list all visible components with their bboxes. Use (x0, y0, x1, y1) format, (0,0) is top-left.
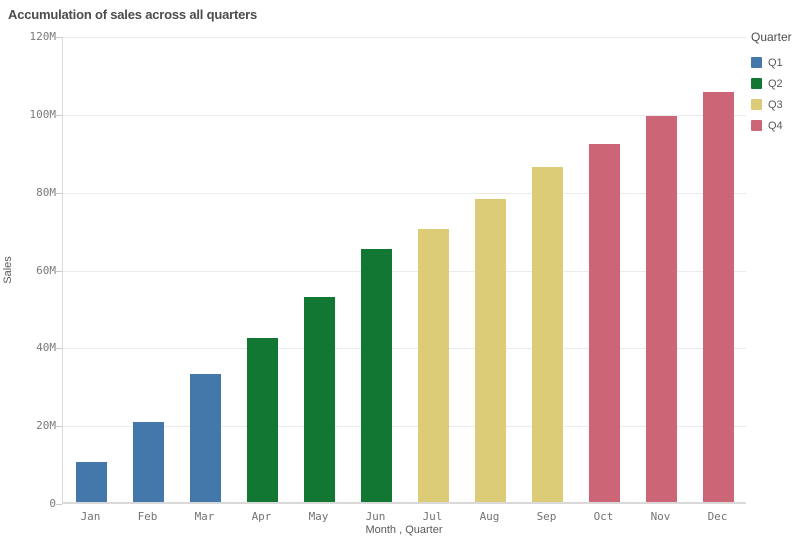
legend-title: Quarter (751, 30, 792, 44)
bar-apr[interactable] (247, 338, 278, 502)
bar-jun[interactable] (361, 248, 392, 502)
y-tick-mark (56, 114, 62, 116)
x-tick-label-jan: Jan (80, 510, 101, 523)
y-tick-mark (56, 348, 62, 350)
legend-item-q4[interactable]: Q4 (751, 115, 801, 136)
y-tick-label: 60M (36, 263, 56, 277)
bar-may[interactable] (304, 296, 335, 502)
x-tick-label-apr: Apr (251, 510, 272, 523)
bar-oct[interactable] (589, 144, 620, 502)
x-tick-label-aug: Aug (479, 510, 500, 523)
gridline-40M (63, 348, 746, 350)
legend-label: Q1 (768, 56, 783, 69)
chart-title: Accumulation of sales across all quarter… (8, 7, 258, 22)
legend-item-q3[interactable]: Q3 (751, 94, 801, 115)
y-tick-mark (56, 504, 62, 505)
bar-jul[interactable] (418, 228, 449, 502)
legend-label: Q4 (768, 119, 783, 132)
y-tick-label: 0 (49, 497, 56, 510)
bar-aug[interactable] (475, 198, 506, 502)
bar-nov[interactable] (646, 115, 677, 502)
x-tick-label-nov: Nov (650, 510, 671, 523)
legend-swatch-icon (751, 57, 762, 68)
legend-swatch-icon (751, 99, 762, 110)
x-tick-label-dec: Dec (707, 510, 728, 523)
x-axis-title: Month , Quarter (365, 524, 443, 536)
legend-swatch-icon (751, 78, 762, 89)
x-tick-label-jul: Jul (422, 510, 443, 523)
x-tick-label-jun: Jun (365, 510, 386, 523)
legend-items: Q1 Q2 Q3 Q4 (751, 52, 801, 136)
y-tick-label: 40M (36, 341, 56, 355)
bar-dec[interactable] (703, 92, 734, 502)
legend-label: Q2 (768, 77, 783, 90)
legend-swatch-icon (751, 120, 762, 131)
legend-label: Q3 (768, 98, 783, 111)
gridline-80M (63, 192, 746, 194)
legend-item-q2[interactable]: Q2 (751, 73, 801, 94)
x-tick-label-sep: Sep (536, 510, 557, 523)
x-tick-label-oct: Oct (593, 510, 614, 523)
y-tick-label: 20M (36, 419, 56, 433)
y-tick-mark (56, 270, 62, 272)
y-tick-label: 100M (29, 107, 57, 121)
y-tick-mark (56, 192, 62, 194)
x-tick-label-may: May (308, 510, 329, 523)
bar-sep[interactable] (532, 167, 563, 502)
y-tick-label: 120M (29, 30, 57, 43)
legend: Quarter Q1 Q2 Q3 Q4 (751, 30, 801, 136)
y-tick-mark (56, 37, 62, 38)
gridline-20M (63, 426, 746, 428)
gridline-120M (63, 37, 746, 38)
x-tick-label-feb: Feb (137, 510, 158, 523)
plot-area (62, 37, 746, 504)
bar-mar[interactable] (190, 373, 221, 502)
bar-jan[interactable] (76, 461, 107, 502)
bar-feb[interactable] (133, 421, 164, 502)
y-tick-label: 80M (36, 185, 56, 199)
legend-item-q1[interactable]: Q1 (751, 52, 801, 73)
x-tick-label-mar: Mar (194, 510, 215, 523)
gridline-60M (63, 270, 746, 272)
gridline-100M (63, 114, 746, 116)
y-tick-mark (56, 426, 62, 428)
